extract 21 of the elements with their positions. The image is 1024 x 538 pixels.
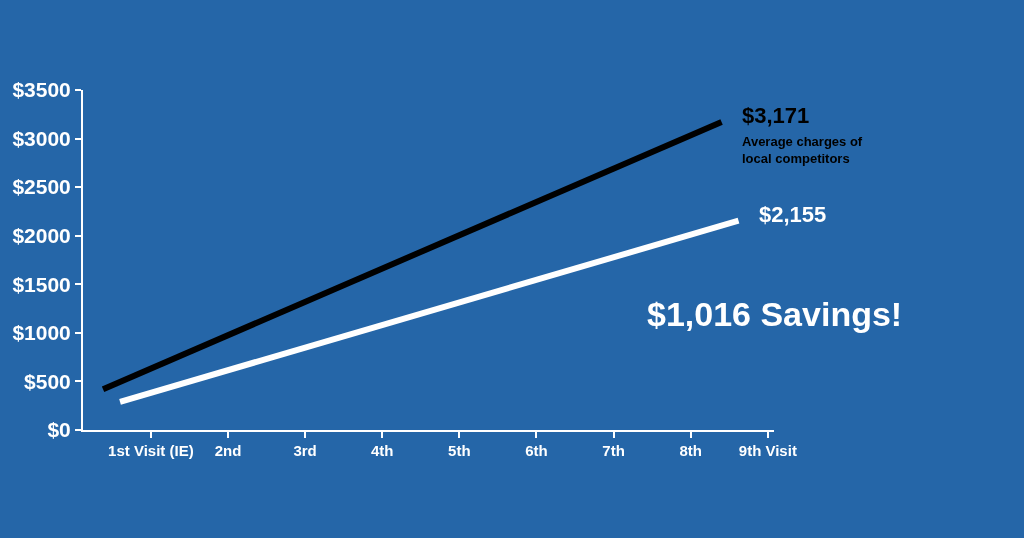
data-label: $3,171 [742,103,810,128]
x-tick-label: 4th [370,442,394,459]
x-tick-label: 3rd [293,442,317,459]
y-tick-label: $3500 [12,78,71,102]
y-tick-label: $1500 [12,272,71,296]
y-tick-label: $500 [24,369,71,393]
x-tick-label: 8th [679,442,702,459]
y-tick-label: $3000 [12,126,71,150]
y-tick-label: $1000 [12,321,71,345]
data-label: $2,155 [759,202,827,227]
x-tick-label: 6th [525,442,548,459]
x-tick-label: 2nd [214,442,242,459]
annotation: $1,016 Savings! [647,295,903,333]
x-tick-label: 9th Visit [738,442,797,459]
x-tick-label: 1st Visit (IE) [108,442,194,459]
y-tick-label: $0 [47,418,71,442]
y-tick-label: $2000 [12,224,71,248]
x-tick-label: 5th [448,442,471,459]
x-tick-label: 7th [602,442,625,459]
y-tick-label: $2500 [12,175,71,199]
series-label: Average charges of local competitors [742,134,863,166]
